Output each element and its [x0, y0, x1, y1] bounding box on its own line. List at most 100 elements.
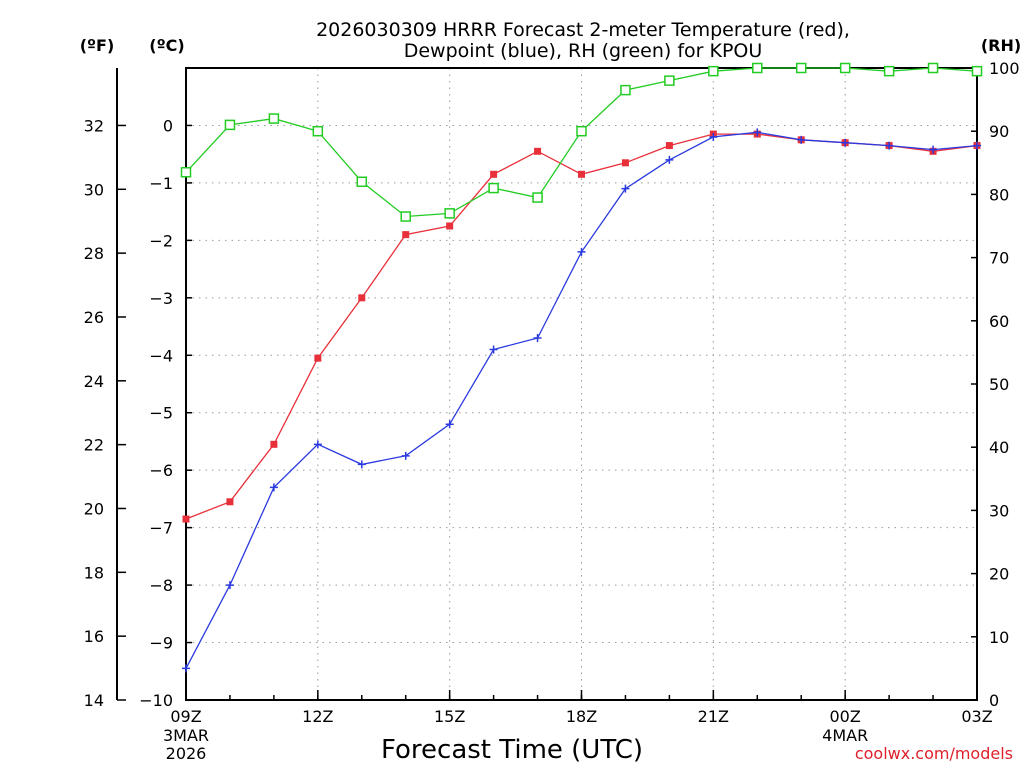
dewpoint-point: [709, 132, 718, 141]
celsius-tick-label: 0: [163, 116, 173, 135]
x-tick-label: 00Z: [830, 707, 861, 726]
celsius-tick-label: −4: [149, 346, 173, 365]
rh-point: [620, 84, 631, 96]
temperature-point: [665, 142, 673, 150]
fahrenheit-tick-label: 30: [84, 180, 104, 199]
rh-point: [180, 167, 192, 178]
temperature-point: [534, 147, 542, 155]
temperature-point: [358, 294, 366, 302]
celsius-tick-label: −2: [149, 231, 173, 250]
temperature-point: [578, 170, 585, 178]
temperature-point: [402, 231, 410, 239]
dewpoint-point: [225, 581, 234, 590]
rh-tick-label: 70: [989, 249, 1009, 268]
temperature-point: [490, 170, 498, 178]
celsius-tick-label: −8: [149, 576, 173, 595]
dewpoint-point: [577, 247, 586, 256]
rh-unit-label: (RH): [981, 36, 1021, 55]
dewpoint-point: [621, 184, 630, 193]
x-tick-label: 21Z: [698, 707, 729, 726]
rh-point: [883, 65, 895, 77]
dewpoint-point: [533, 334, 542, 343]
rh-series-line: [185, 67, 978, 218]
celsius-tick-label: −6: [149, 461, 173, 480]
x-tick-label: 15Z: [434, 707, 465, 726]
fahrenheit-tick-label: 18: [84, 563, 104, 582]
dewpoint-point: [313, 440, 322, 449]
fahrenheit-tick-label: 20: [84, 499, 104, 518]
rh-point: [971, 65, 983, 77]
x-date-label: 3MAR: [163, 726, 209, 745]
x-axis-title: Forecast Time (UTC): [381, 735, 643, 765]
rh-tick-label: 20: [989, 565, 1009, 584]
credit-text: coolwx.com/models: [855, 744, 1013, 763]
rh-tick-label: 80: [989, 185, 1009, 204]
dewpoint-point: [489, 345, 498, 354]
fahrenheit-tick-label: 26: [84, 308, 104, 327]
temperature-point: [226, 498, 234, 506]
chart-title-line-1: 2026030309 HRRR Forecast 2-meter Tempera…: [316, 19, 850, 41]
dewpoint-point: [841, 138, 850, 147]
rh-point: [752, 62, 763, 74]
celsius-unit-label: (ºC): [149, 36, 184, 55]
temperature-point: [270, 440, 278, 448]
fahrenheit-tick-label: 32: [84, 116, 104, 135]
rh-point: [356, 176, 368, 188]
rh-tick-label: 0: [989, 691, 999, 710]
celsius-tick-label: −1: [149, 174, 173, 193]
celsius-tick-label: −9: [149, 634, 173, 653]
rh-point: [268, 113, 280, 124]
dewpoint-point: [401, 451, 410, 460]
x-tick-label: 03Z: [961, 707, 992, 726]
dewpoint-point: [357, 460, 366, 469]
dewpoint-point: [269, 483, 278, 492]
rh-point: [444, 208, 455, 219]
rh-point: [400, 211, 411, 222]
dewpoint-point: [973, 141, 981, 150]
fahrenheit-tick-label: 16: [84, 627, 104, 646]
fahrenheit-tick-label: 28: [84, 244, 104, 263]
temperature-point: [621, 159, 629, 167]
dewpoint-point: [445, 420, 454, 429]
x-date-label: 4MAR: [822, 726, 868, 745]
rh-point: [795, 62, 807, 74]
dewpoint-point: [182, 664, 190, 673]
celsius-tick-label: −10: [139, 691, 173, 710]
fahrenheit-tick-label: 22: [84, 436, 104, 455]
x-date-label: 2026: [166, 744, 207, 763]
fahrenheit-unit-label: (ºF): [80, 36, 115, 55]
dewpoint-point: [797, 135, 806, 144]
rh-point: [708, 65, 719, 77]
dewpoint-point: [885, 141, 894, 150]
rh-point: [664, 75, 675, 86]
rh-point: [839, 62, 851, 74]
rh-point: [927, 62, 939, 74]
x-tick-label: 09Z: [170, 707, 201, 726]
celsius-tick-label: −7: [149, 519, 173, 538]
rh-point: [532, 192, 543, 203]
celsius-tick-label: −5: [149, 404, 173, 423]
temperature-point: [446, 222, 454, 230]
rh-tick-label: 100: [989, 59, 1020, 78]
series-layer: [180, 62, 983, 673]
rh-tick-label: 90: [989, 122, 1009, 141]
axis-layer: 0 −1 −2 −3 −4 −5 −6 −7 −8 −9 −10 32 30 28 26 24 22 20 18 16…: [84, 59, 1020, 763]
fahrenheit-tick-label: 24: [84, 372, 104, 391]
rh-tick-label: 10: [989, 628, 1009, 647]
fahrenheit-tick-label: 14: [84, 691, 104, 710]
chart-title-line-2: Dewpoint (blue), RH (green) for KPOU: [404, 40, 763, 62]
rh-tick-label: 30: [989, 501, 1009, 520]
dewpoint-point: [929, 145, 938, 154]
rh-tick-label: 50: [989, 375, 1009, 394]
rh-point: [312, 125, 324, 137]
rh-point: [224, 119, 236, 131]
rh-tick-label: 40: [989, 438, 1009, 457]
temperature-point: [314, 354, 322, 362]
rh-point: [576, 125, 587, 137]
temperature-point: [182, 515, 190, 523]
dewpoint-point: [665, 155, 674, 164]
rh-point: [488, 182, 499, 194]
rh-tick-label: 60: [989, 312, 1009, 331]
dewpoint-point: [753, 128, 762, 137]
